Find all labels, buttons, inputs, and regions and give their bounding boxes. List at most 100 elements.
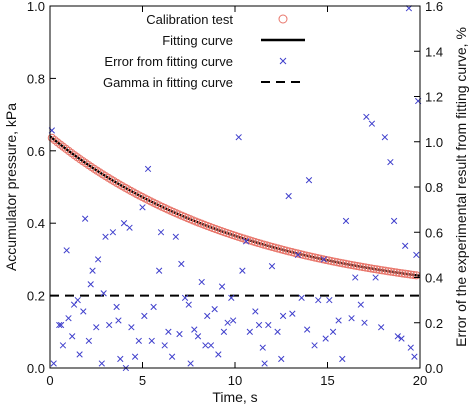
- calibration-point: [338, 259, 347, 268]
- x-tick-label: 0: [46, 373, 53, 388]
- error-point: [311, 342, 318, 349]
- error-point: [191, 326, 198, 333]
- x-tick-label: 10: [228, 373, 242, 388]
- tick-layer: 0 5 10 15 200.00.20.40.60.81.00.00.20.40.60.…: [27, 0, 443, 388]
- error-point: [94, 256, 102, 263]
- calibration-point: [389, 267, 398, 277]
- calibration-point: [59, 142, 68, 151]
- error-point: [102, 233, 109, 240]
- error-point: [228, 294, 235, 302]
- calibration-point: [386, 267, 395, 276]
- y2-tick-label: 1.0: [425, 135, 443, 150]
- error-point: [144, 165, 152, 173]
- calibration-point: [313, 253, 322, 263]
- error-point: [239, 267, 246, 274]
- legend-label: Error from fitting curve: [104, 54, 233, 69]
- error-point: [285, 192, 292, 200]
- error-point: [202, 342, 209, 349]
- y2-tick-label: 1.6: [425, 0, 443, 14]
- calibration-point: [333, 258, 342, 267]
- error-point: [398, 335, 405, 342]
- y-tick-label: 0.8: [27, 71, 45, 86]
- error-point: [155, 267, 163, 274]
- calibration-point: [318, 255, 328, 264]
- y2-tick-label: 0.8: [425, 180, 443, 195]
- calibration-point: [64, 146, 73, 156]
- error-point: [372, 274, 379, 281]
- error-point: [113, 303, 120, 311]
- x-tick-label: 5: [139, 373, 146, 388]
- error-point: [172, 233, 179, 240]
- legend-label: Calibration test: [146, 12, 233, 27]
- calibration-point: [344, 260, 353, 269]
- error-point: [342, 217, 350, 225]
- calibration-point: [395, 268, 404, 278]
- calibration-point: [369, 264, 379, 274]
- error-point: [65, 315, 72, 322]
- error-point: [98, 360, 105, 367]
- calibration-point: [50, 136, 59, 145]
- error-point: [218, 283, 226, 290]
- calibration-point: [400, 269, 410, 278]
- error-point: [390, 217, 398, 225]
- error-point: [320, 256, 327, 263]
- calibration-point: [403, 270, 412, 279]
- error-point: [235, 134, 242, 141]
- calibration-point: [310, 253, 319, 262]
- error-point: [194, 333, 202, 340]
- y-tick-label: 0.0: [27, 361, 45, 376]
- error-point: [50, 360, 57, 367]
- error-point: [176, 330, 183, 338]
- error-point: [229, 317, 237, 324]
- calibration-point: [375, 265, 384, 274]
- error-point: [413, 251, 420, 259]
- error-point: [70, 301, 78, 308]
- error-point: [242, 238, 250, 245]
- error-point: [279, 312, 287, 320]
- y2-tick-label: 0.6: [425, 225, 443, 240]
- y-tick-label: 1.0: [27, 0, 45, 14]
- calibration-point: [358, 262, 367, 272]
- error-point: [361, 319, 368, 326]
- error-point: [135, 337, 142, 345]
- error-point: [157, 229, 165, 236]
- error-point: [348, 315, 355, 322]
- calibration-point: [327, 256, 336, 266]
- x-tick-label: 20: [413, 373, 427, 388]
- error-point: [168, 353, 176, 360]
- error-point: [246, 328, 253, 335]
- error-point: [394, 333, 401, 340]
- calibration-point: [61, 144, 71, 153]
- error-point: [215, 351, 222, 358]
- calibration-point: [398, 269, 407, 278]
- error-point: [57, 321, 65, 329]
- error-point: [211, 306, 218, 313]
- error-point: [368, 120, 376, 127]
- error-point: [85, 337, 93, 345]
- error-point: [120, 220, 128, 227]
- error-point: [89, 267, 96, 274]
- error-point: [63, 247, 70, 254]
- error-point: [178, 260, 185, 268]
- error-point: [187, 360, 194, 367]
- error-point: [204, 312, 211, 320]
- error-point: [69, 333, 76, 340]
- error-point: [294, 251, 302, 259]
- error-points-layer: [48, 5, 422, 372]
- error-point: [402, 242, 409, 249]
- error-point: [131, 353, 139, 360]
- calibration-point: [372, 265, 381, 274]
- calibration-point: [383, 267, 393, 276]
- error-point: [224, 319, 231, 326]
- calibration-point: [392, 268, 401, 277]
- error-point: [352, 274, 359, 281]
- error-point: [165, 328, 172, 335]
- x-axis-label: Time, s: [212, 389, 257, 405]
- error-point: [185, 301, 192, 308]
- error-point: [381, 134, 389, 141]
- y2-axis-label: Error of the experimental result from fi…: [453, 27, 469, 347]
- error-point: [93, 324, 100, 331]
- error-point: [81, 215, 89, 222]
